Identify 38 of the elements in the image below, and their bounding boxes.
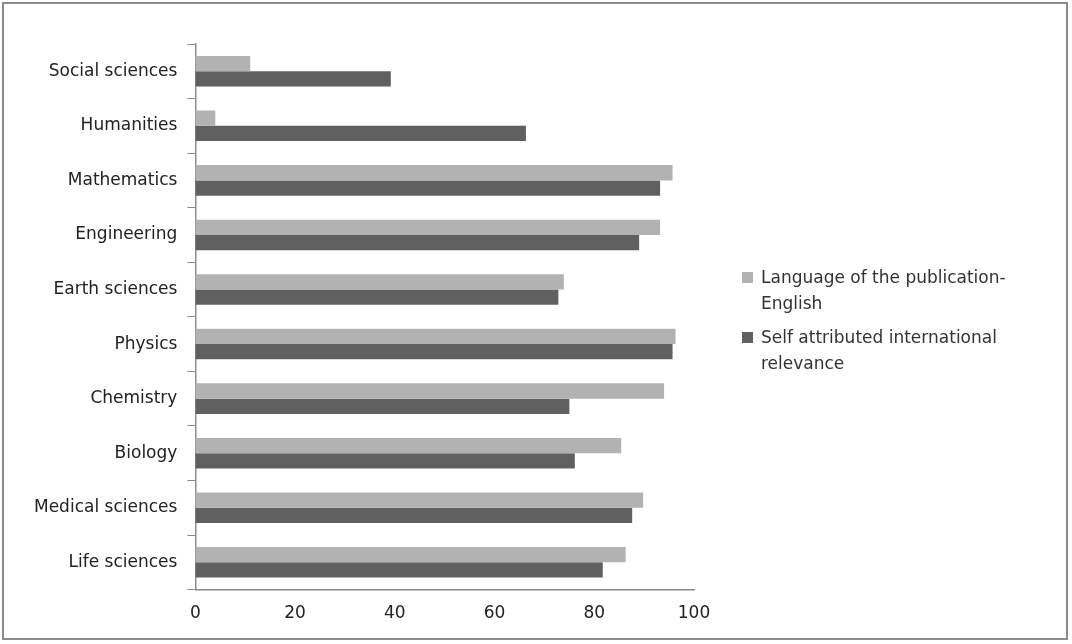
x-tick-label: 80	[583, 602, 606, 623]
x-tick-label: 20	[284, 602, 306, 623]
y-tick-label: Mathematics	[67, 168, 178, 189]
y-tick-label: Medical sciences	[34, 496, 178, 517]
bar	[195, 56, 251, 72]
bar	[195, 219, 661, 235]
y-tick-label: Physics	[114, 332, 178, 353]
y-tick-label: Humanities	[80, 114, 178, 135]
bar	[195, 547, 626, 563]
bar	[195, 125, 526, 142]
bar	[195, 437, 622, 454]
bar	[195, 562, 603, 578]
bar	[195, 274, 564, 290]
bar	[195, 398, 570, 414]
y-tick-label: Chemistry	[90, 387, 178, 408]
bar	[195, 328, 676, 345]
bar	[195, 180, 661, 196]
x-tick-label: 60	[483, 602, 506, 623]
bar	[195, 110, 216, 126]
y-tick-label: Engineering	[75, 223, 178, 244]
y-tick-label: Earth sciences	[53, 277, 178, 298]
bar	[195, 165, 673, 181]
y-tick-label: Life sciences	[68, 550, 178, 571]
bar	[195, 453, 575, 469]
x-tick-label: 40	[383, 602, 406, 623]
bar	[195, 507, 633, 524]
y-tick-label: Social sciences	[48, 59, 178, 80]
x-tick-label: 0	[189, 602, 201, 623]
bar	[195, 492, 644, 508]
bar	[195, 344, 673, 360]
bar	[195, 383, 665, 399]
legend-label: Self attributed international relevance	[761, 326, 998, 375]
bar	[195, 234, 640, 251]
y-tick-label: Biology	[114, 441, 178, 462]
bar	[195, 71, 391, 87]
bar	[195, 289, 559, 305]
x-tick-label: 100	[677, 602, 711, 623]
legend-label: Language of the publication-English	[761, 266, 1007, 315]
